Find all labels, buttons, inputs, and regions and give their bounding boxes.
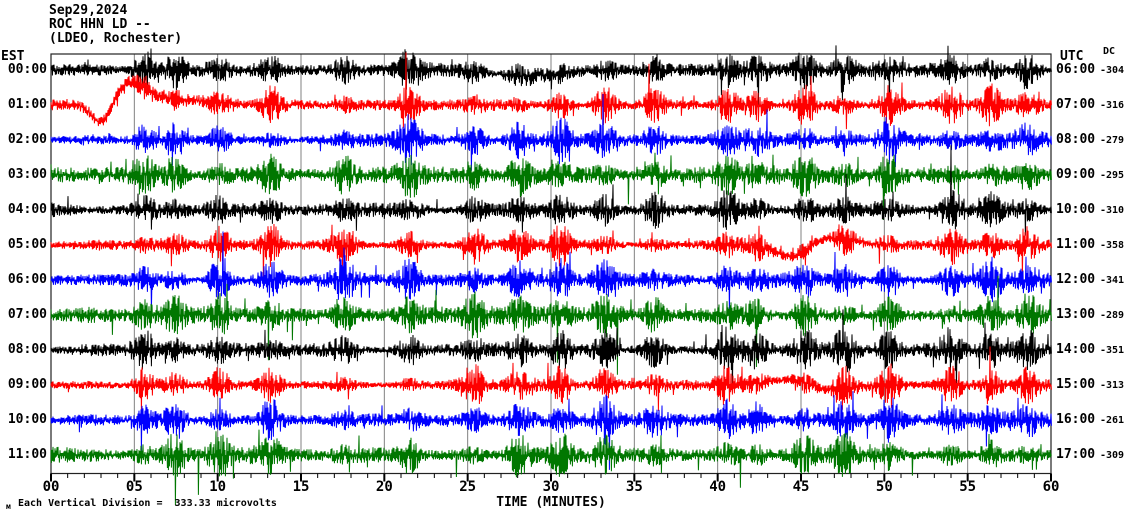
row-est-label: 01:00	[7, 97, 47, 112]
trace-row-00:00	[50, 45, 1052, 110]
row-est-label: 03:00	[7, 167, 47, 182]
trace-row-04:00	[50, 145, 1052, 236]
trace-row-02:00	[50, 93, 1052, 171]
row-utc-label: 09:00	[1056, 167, 1096, 182]
row-est-label: 10:00	[7, 412, 47, 427]
utc-header: UTC	[1060, 49, 1084, 64]
row-est-label: 09:00	[7, 377, 47, 392]
x-tick-label: 55	[959, 479, 977, 495]
row-utc-label: 17:00	[1056, 447, 1096, 462]
x-tick-label: 20	[375, 479, 393, 495]
row-utc-label: 12:00	[1056, 272, 1096, 287]
header-station: ROC HHN LD --	[49, 17, 151, 32]
scale-mark: м	[6, 502, 11, 511]
row-est-label: 04:00	[7, 202, 47, 217]
row-est-label: 06:00	[7, 272, 47, 287]
trace-row-07:00	[50, 275, 1052, 375]
row-dc-value: -310	[1100, 205, 1125, 216]
row-utc-label: 08:00	[1056, 132, 1096, 147]
row-dc-value: -279	[1100, 135, 1125, 146]
row-dc-value: -313	[1100, 380, 1125, 391]
row-dc-value: -309	[1100, 450, 1125, 461]
header-date: Sep29,2024	[49, 3, 128, 18]
row-utc-label: 16:00	[1056, 412, 1096, 427]
row-dc-value: -304	[1100, 65, 1125, 76]
x-tick-label: 05	[125, 479, 143, 495]
row-est-label: 00:00	[7, 62, 47, 77]
row-dc-value: -358	[1100, 240, 1125, 251]
x-tick-label: 45	[792, 479, 810, 495]
row-utc-label: 11:00	[1056, 237, 1096, 252]
row-utc-label: 15:00	[1056, 377, 1096, 392]
row-dc-value: -351	[1100, 345, 1125, 356]
row-dc-value: -341	[1100, 275, 1125, 286]
x-tick-label: 50	[875, 479, 893, 495]
dc-header: DC	[1103, 46, 1116, 57]
trace-row-06:00	[50, 231, 1052, 313]
x-tick-label: 30	[542, 479, 560, 495]
header-network: (LDEO, Rochester)	[49, 31, 183, 46]
trace-row-11:00	[50, 429, 1052, 506]
x-tick-label: 10	[209, 479, 227, 495]
x-tick-label: 25	[459, 479, 477, 495]
row-est-label: 08:00	[7, 342, 47, 357]
row-utc-label: 13:00	[1056, 307, 1096, 322]
est-header: EST	[1, 49, 25, 64]
trace-row-01:00	[50, 52, 1052, 130]
row-est-label: 11:00	[7, 447, 47, 462]
row-est-label: 02:00	[7, 132, 47, 147]
x-tick-label: 00	[42, 479, 60, 495]
row-utc-label: 06:00	[1056, 62, 1096, 77]
trace-row-03:00	[50, 152, 1052, 221]
trace-row-05:00	[50, 223, 1052, 280]
trace-row-10:00	[50, 391, 1052, 470]
row-utc-label: 07:00	[1056, 97, 1096, 112]
x-tick-label: 15	[292, 479, 310, 495]
row-utc-label: 10:00	[1056, 202, 1096, 217]
x-tick-label: 60	[1042, 479, 1060, 495]
row-utc-label: 14:00	[1056, 342, 1096, 357]
row-dc-value: -261	[1100, 415, 1125, 426]
row-est-label: 07:00	[7, 307, 47, 322]
row-dc-value: -316	[1100, 100, 1125, 111]
row-est-label: 05:00	[7, 237, 47, 252]
trace-row-08:00	[50, 309, 1052, 392]
scale-note: Each Vertical Division = 333.33 microvol…	[18, 498, 277, 509]
x-axis-title: TIME (MINUTES)	[496, 495, 606, 510]
row-dc-value: -289	[1100, 310, 1125, 321]
trace-row-09:00	[50, 346, 1052, 413]
x-tick-label: 40	[709, 479, 727, 495]
row-dc-value: -295	[1100, 170, 1125, 181]
x-tick-label: 35	[625, 479, 643, 495]
